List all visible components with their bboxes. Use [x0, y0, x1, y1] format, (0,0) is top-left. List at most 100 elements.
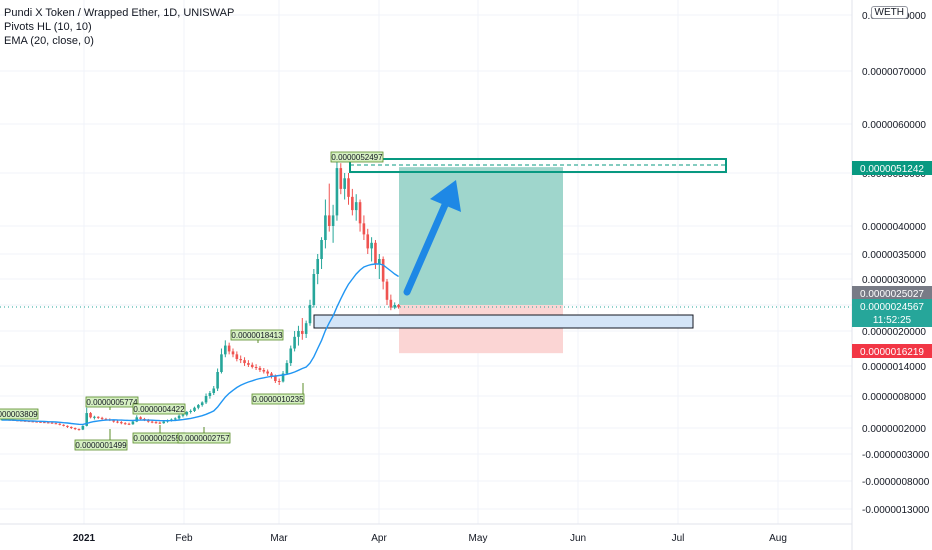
- candle: [54, 423, 58, 425]
- candle: [366, 234, 370, 249]
- candle: [304, 323, 308, 334]
- target-zone: [399, 167, 563, 305]
- pivot-label: 0.0000004422: [133, 405, 185, 414]
- y-tick-label: 0.0000060000: [862, 120, 926, 131]
- candle: [93, 416, 96, 418]
- candle: [281, 373, 285, 382]
- x-tick-label: Mar: [270, 533, 288, 544]
- pivot-label: 0.0000003809: [0, 410, 38, 419]
- y-tick-label: -0.0000003000: [862, 450, 930, 461]
- candle: [220, 354, 223, 372]
- pivot-label: 0.0000005774: [86, 398, 138, 407]
- candle: [243, 360, 246, 364]
- candle: [324, 215, 327, 240]
- price-axis[interactable]: 0.00000800000.00000700000.00000600000.00…: [851, 0, 932, 550]
- candle: [46, 422, 50, 424]
- symbol-title[interactable]: Pundi X Token / Wrapped Ether, 1D, UNISW…: [4, 7, 235, 19]
- candle: [62, 424, 65, 426]
- candle: [327, 215, 331, 226]
- x-tick-label: Feb: [175, 533, 193, 544]
- candle: [35, 421, 38, 423]
- candle: [254, 367, 258, 368]
- candle: [70, 426, 73, 428]
- pivot-box: [177, 432, 231, 444]
- candle: [277, 381, 281, 382]
- candle: [100, 417, 104, 419]
- candle: [204, 396, 208, 403]
- candle: [301, 331, 304, 334]
- arrow-shaft: [403, 194, 452, 296]
- y-tick-label: 0.0000070000: [862, 67, 926, 78]
- annotations: [403, 180, 461, 296]
- candle: [200, 402, 204, 406]
- candle: [139, 417, 142, 419]
- pivot-label: 0.0000052497: [331, 153, 383, 162]
- support-zone-box: [313, 314, 694, 329]
- candle: [112, 420, 115, 422]
- candle: [43, 422, 46, 424]
- x-tick-label: May: [469, 533, 488, 544]
- candle: [274, 376, 277, 381]
- chart-legend: Pundi X Token / Wrapped Ether, 1D, UNISW…: [4, 6, 234, 48]
- candle: [316, 259, 319, 274]
- pivot-box: [85, 396, 139, 408]
- pivot-box: [0, 408, 39, 420]
- chart-grid: [0, 0, 852, 524]
- y-tick-label: -0.0000008000: [862, 477, 930, 488]
- candle: [58, 423, 62, 425]
- candle: [358, 202, 362, 224]
- candle: [389, 299, 393, 308]
- position-tool[interactable]: [0, 158, 852, 354]
- candle: [96, 416, 100, 418]
- candle: [293, 336, 296, 349]
- candle: [120, 422, 123, 424]
- price-label: 0.0000024567: [860, 302, 924, 313]
- pivot-box: [74, 439, 128, 451]
- candle: [285, 363, 289, 374]
- candle: [85, 413, 88, 426]
- candle: [335, 168, 339, 216]
- candle: [212, 388, 216, 393]
- pivot-box: [251, 393, 305, 405]
- indicator-pivots[interactable]: Pivots HL (10, 10): [4, 21, 92, 33]
- candle: [89, 413, 92, 418]
- candle: [131, 421, 135, 425]
- candle: [247, 363, 250, 365]
- candle: [197, 405, 200, 408]
- candle: [208, 393, 212, 396]
- pivot-box: [230, 329, 284, 341]
- candle: [343, 178, 346, 189]
- pivot-label: 0.0000001499: [75, 441, 127, 450]
- candle: [374, 242, 377, 264]
- pivot-label: 0.0000002757: [178, 434, 230, 443]
- y-tick-label: 0.0000008000: [862, 392, 926, 403]
- candle: [181, 414, 185, 416]
- candle: [177, 415, 181, 419]
- pivot-label: 0.0000010235: [252, 395, 304, 404]
- price-label-box: [852, 299, 932, 327]
- countdown-label: 11:52:25: [873, 315, 912, 326]
- candle-series: [0, 160, 400, 431]
- time-axis[interactable]: 2021 Feb Mar Apr May Jun Jul Aug: [0, 523, 852, 544]
- indicator-ema[interactable]: EMA (20, close, 0): [4, 35, 94, 47]
- candle: [239, 359, 242, 361]
- candle: [158, 422, 162, 424]
- candle: [351, 196, 354, 211]
- candle: [270, 373, 273, 376]
- arrow-head: [430, 180, 461, 212]
- candle: [362, 223, 366, 235]
- x-tick-label: Jul: [672, 533, 685, 544]
- candle: [320, 240, 323, 259]
- candle: [331, 215, 335, 226]
- candle: [258, 368, 262, 370]
- x-tick-label: Apr: [371, 533, 387, 544]
- price-label: 0.0000025027: [860, 289, 924, 300]
- candle: [339, 168, 343, 189]
- candle: [262, 370, 266, 372]
- candle: [150, 421, 154, 423]
- candle: [227, 345, 231, 352]
- currency-chip[interactable]: WETH: [870, 6, 908, 19]
- candle: [162, 421, 165, 424]
